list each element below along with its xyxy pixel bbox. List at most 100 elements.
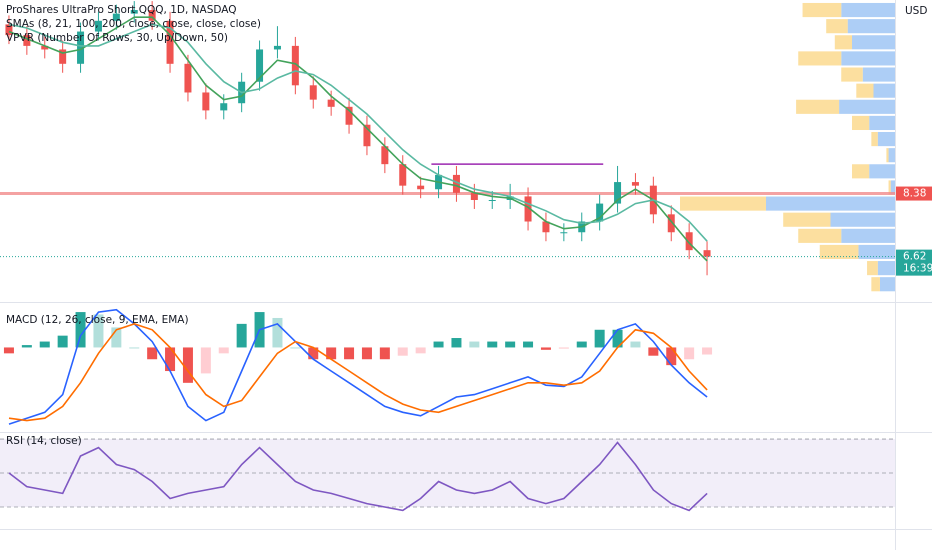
- macd-histogram: [272, 317, 283, 348]
- candle-body: [77, 31, 85, 64]
- candle-body: [345, 106, 353, 125]
- vpvr-down: [796, 99, 840, 114]
- candle-body: [166, 20, 174, 64]
- candle-body: [470, 192, 478, 200]
- candle-body: [488, 200, 496, 201]
- candle-body: [256, 49, 264, 82]
- macd-legend: MACD (12, 26, close, 9, EMA, EMA): [6, 314, 189, 326]
- candle-body: [327, 99, 335, 107]
- vpvr-down: [826, 19, 848, 34]
- price-level-label: 8.38: [903, 188, 926, 200]
- vpvr-up: [766, 196, 895, 211]
- macd-histogram: [648, 347, 659, 356]
- vpvr-down: [886, 148, 889, 163]
- candle-body: [202, 92, 210, 111]
- candle-body: [94, 20, 102, 32]
- vpvr-up: [852, 35, 895, 50]
- candle-body: [685, 232, 693, 251]
- candle-body: [184, 63, 192, 93]
- vpvr-up: [830, 212, 895, 227]
- macd-histogram: [523, 341, 534, 348]
- macd-histogram: [576, 341, 587, 348]
- macd-histogram: [165, 347, 176, 372]
- candle-body: [614, 182, 622, 204]
- last-price-label: 6.62: [903, 251, 926, 263]
- vpvr-up: [847, 19, 895, 34]
- macd-histogram: [129, 347, 140, 349]
- vpvr-down: [798, 51, 842, 66]
- last-price-box: [896, 249, 932, 276]
- countdown: 16:39: [903, 263, 932, 275]
- vpvr-up: [879, 277, 895, 292]
- indicator-legend: VPVR (Number Of Rows, 30, Up/Down, 50): [6, 32, 228, 44]
- macd-histogram: [397, 347, 408, 356]
- vpvr-down: [888, 180, 891, 195]
- macd-histogram: [3, 347, 14, 354]
- macd-histogram: [147, 347, 158, 360]
- candle-body: [291, 45, 299, 86]
- macd-histogram: [451, 338, 462, 348]
- vpvr-down: [680, 196, 766, 211]
- candle-body: [363, 124, 371, 147]
- indicator-line: [8, 441, 708, 512]
- candle-body: [542, 221, 550, 233]
- macd-histogram: [111, 327, 122, 348]
- vpvr-down: [798, 228, 842, 243]
- vpvr-up: [841, 51, 895, 66]
- vpvr-down: [834, 35, 852, 50]
- candle-body: [309, 85, 317, 100]
- macd-histogram: [379, 347, 390, 360]
- vpvr-up: [869, 164, 895, 179]
- macd-histogram: [57, 335, 68, 348]
- candle-body: [23, 35, 31, 46]
- macd-histogram: [666, 347, 677, 366]
- macd-histogram: [75, 312, 86, 348]
- candle-body: [399, 164, 407, 186]
- macd-histogram: [218, 347, 229, 354]
- vpvr-down: [783, 212, 831, 227]
- macd-histogram: [702, 347, 713, 355]
- macd-histogram: [200, 347, 211, 374]
- price-level-box: [896, 186, 932, 201]
- vpvr-down: [852, 164, 870, 179]
- macd-histogram: [540, 347, 551, 350]
- macd-histogram: [558, 347, 569, 349]
- vpvr-down: [819, 244, 859, 260]
- candle-body: [596, 203, 604, 222]
- vpvr-up: [877, 261, 895, 276]
- macd-histogram: [505, 341, 516, 348]
- candle-body: [417, 185, 425, 190]
- vpvr-up: [869, 115, 895, 131]
- indicator-legend: SMAs (8, 21, 100, 200, close, close, clo…: [6, 18, 261, 30]
- vpvr-down: [871, 277, 880, 292]
- vpvr-up: [841, 2, 895, 18]
- macd-histogram: [39, 341, 50, 348]
- vpvr-up: [888, 148, 895, 163]
- macd-histogram: [433, 341, 444, 348]
- candle-body: [452, 174, 460, 193]
- vpvr-down: [802, 2, 842, 18]
- candle-body: [220, 103, 228, 111]
- candle-body: [703, 250, 711, 257]
- chart-title: ProShares UltraPro Short QQQ, 1D, NASDAQ: [6, 4, 237, 16]
- vpvr-up: [839, 99, 895, 114]
- vpvr-up: [877, 132, 895, 147]
- macd-histogram: [630, 341, 641, 348]
- vpvr-up: [862, 67, 895, 82]
- vpvr-up: [858, 244, 895, 260]
- macd-histogram: [684, 347, 695, 360]
- candle-body: [273, 45, 281, 50]
- macd-histogram: [361, 347, 372, 360]
- macd-histogram: [21, 345, 32, 348]
- candle-body: [5, 24, 13, 36]
- macd-histogram: [344, 347, 355, 360]
- indicator-line: [8, 308, 708, 425]
- candle-body: [667, 214, 675, 233]
- macd-histogram: [469, 341, 480, 348]
- candle-body: [524, 196, 532, 222]
- macd-histogram: [487, 341, 498, 348]
- macd-histogram: [594, 329, 605, 348]
- macd-histogram: [415, 347, 426, 354]
